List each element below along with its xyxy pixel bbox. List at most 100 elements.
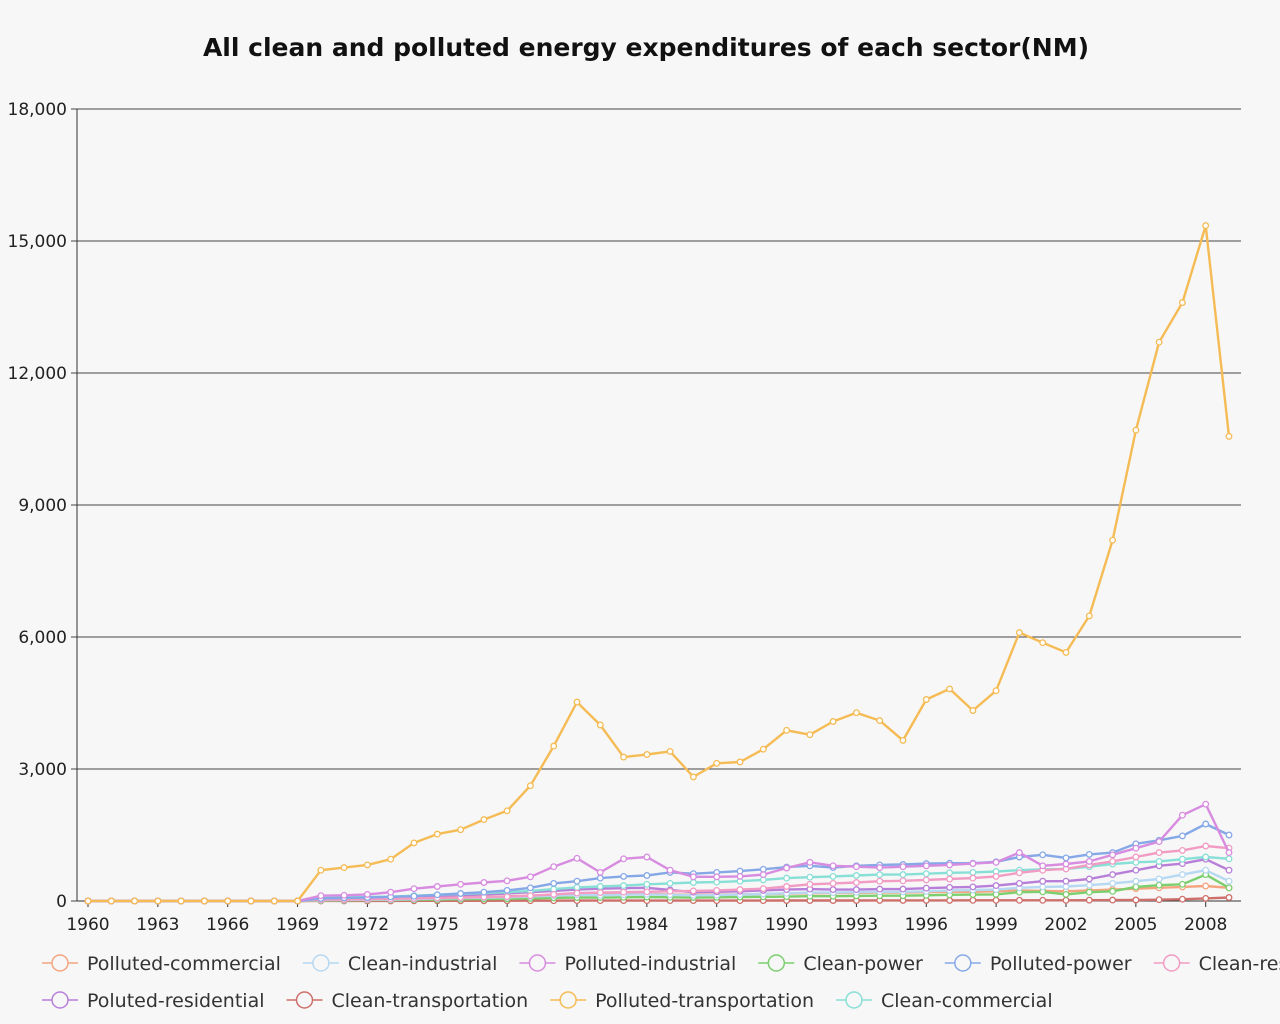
- data-point[interactable]: [457, 880, 465, 888]
- data-point[interactable]: [992, 896, 1000, 904]
- data-point[interactable]: [620, 882, 628, 890]
- data-point[interactable]: [666, 747, 674, 755]
- data-point[interactable]: [643, 872, 651, 879]
- data-point[interactable]: [340, 891, 348, 899]
- data-point[interactable]: [1085, 857, 1093, 865]
- data-point[interactable]: [247, 897, 255, 905]
- data-point[interactable]: [876, 717, 884, 725]
- data-point[interactable]: [899, 871, 907, 879]
- legend-item[interactable]: Polluted-power: [944, 953, 1132, 975]
- data-point[interactable]: [829, 879, 837, 887]
- data-point[interactable]: [177, 897, 185, 905]
- legend-item[interactable]: Clean-industrial: [302, 953, 498, 975]
- data-point[interactable]: [1155, 896, 1163, 904]
- legend-item[interactable]: Clean-transportation: [286, 990, 529, 1012]
- data-point[interactable]: [969, 874, 977, 882]
- data-point[interactable]: [852, 879, 860, 886]
- data-point[interactable]: [573, 698, 581, 706]
- data-point[interactable]: [1225, 877, 1233, 885]
- data-point[interactable]: [410, 839, 418, 847]
- data-point[interactable]: [1109, 896, 1117, 904]
- data-point[interactable]: [713, 759, 721, 767]
- data-point[interactable]: [1039, 896, 1047, 904]
- data-point[interactable]: [1015, 629, 1023, 637]
- data-point[interactable]: [1225, 894, 1233, 901]
- data-point[interactable]: [573, 877, 581, 885]
- data-point[interactable]: [1178, 811, 1186, 819]
- data-point[interactable]: [1132, 883, 1140, 891]
- legend-item[interactable]: Clean-residential: [1153, 953, 1280, 975]
- data-point[interactable]: [503, 807, 511, 815]
- data-point[interactable]: [1178, 832, 1186, 840]
- data-point[interactable]: [1062, 860, 1070, 868]
- data-point[interactable]: [1109, 887, 1117, 895]
- legend-item[interactable]: Clean-power: [758, 953, 923, 975]
- data-point[interactable]: [899, 877, 907, 885]
- data-point[interactable]: [387, 888, 395, 896]
- data-point[interactable]: [899, 885, 907, 893]
- data-point[interactable]: [1178, 846, 1186, 854]
- data-point[interactable]: [946, 869, 954, 877]
- data-point[interactable]: [643, 888, 651, 896]
- data-point[interactable]: [1178, 855, 1186, 863]
- data-point[interactable]: [1132, 853, 1140, 861]
- data-point[interactable]: [84, 897, 92, 905]
- data-point[interactable]: [550, 863, 558, 871]
- data-point[interactable]: [806, 731, 814, 739]
- data-point[interactable]: [992, 872, 1000, 880]
- data-point[interactable]: [1062, 877, 1070, 885]
- data-point[interactable]: [1225, 866, 1233, 874]
- data-point[interactable]: [503, 877, 511, 885]
- data-point[interactable]: [131, 897, 139, 905]
- data-point[interactable]: [992, 687, 1000, 695]
- data-point[interactable]: [643, 751, 651, 758]
- data-point[interactable]: [736, 758, 744, 766]
- data-point[interactable]: [1225, 849, 1233, 857]
- data-point[interactable]: [503, 886, 511, 894]
- data-point[interactable]: [363, 861, 371, 869]
- data-point[interactable]: [946, 685, 954, 693]
- data-point[interactable]: [783, 726, 791, 734]
- data-point[interactable]: [224, 897, 232, 905]
- legend-item[interactable]: Polluted-transportation: [550, 990, 814, 1012]
- data-point[interactable]: [526, 873, 534, 881]
- data-point[interactable]: [1015, 869, 1023, 877]
- data-point[interactable]: [1085, 896, 1093, 904]
- data-point[interactable]: [713, 886, 721, 894]
- data-point[interactable]: [689, 887, 697, 895]
- data-point[interactable]: [596, 883, 604, 890]
- data-point[interactable]: [876, 864, 884, 872]
- data-point[interactable]: [876, 871, 884, 879]
- legend[interactable]: Polluted-commercial Clean-industrial Pollu…: [42, 953, 1280, 1012]
- data-point[interactable]: [946, 883, 954, 891]
- data-point[interactable]: [969, 860, 977, 868]
- data-point[interactable]: [666, 887, 674, 895]
- data-point[interactable]: [1039, 639, 1047, 647]
- data-point[interactable]: [992, 882, 1000, 890]
- data-point[interactable]: [829, 886, 837, 894]
- data-point[interactable]: [1202, 866, 1210, 874]
- data-point[interactable]: [433, 830, 441, 838]
- data-point[interactable]: [1085, 875, 1093, 883]
- data-point[interactable]: [806, 858, 814, 866]
- data-point[interactable]: [689, 773, 697, 781]
- data-point[interactable]: [1155, 857, 1163, 865]
- data-point[interactable]: [1109, 851, 1117, 859]
- data-point[interactable]: [876, 885, 884, 893]
- data-point[interactable]: [783, 874, 791, 882]
- data-point[interactable]: [1039, 883, 1047, 891]
- data-point[interactable]: [1132, 877, 1140, 885]
- data-point[interactable]: [1202, 820, 1210, 828]
- data-point[interactable]: [899, 736, 907, 744]
- data-point[interactable]: [876, 877, 884, 885]
- data-point[interactable]: [1132, 866, 1140, 874]
- data-point[interactable]: [829, 862, 837, 870]
- data-point[interactable]: [783, 883, 791, 890]
- data-point[interactable]: [1062, 890, 1070, 898]
- data-point[interactable]: [1155, 849, 1163, 857]
- data-point[interactable]: [1202, 222, 1210, 230]
- data-point[interactable]: [596, 721, 604, 729]
- data-point[interactable]: [1225, 855, 1233, 863]
- data-point[interactable]: [759, 885, 767, 893]
- data-point[interactable]: [689, 879, 697, 886]
